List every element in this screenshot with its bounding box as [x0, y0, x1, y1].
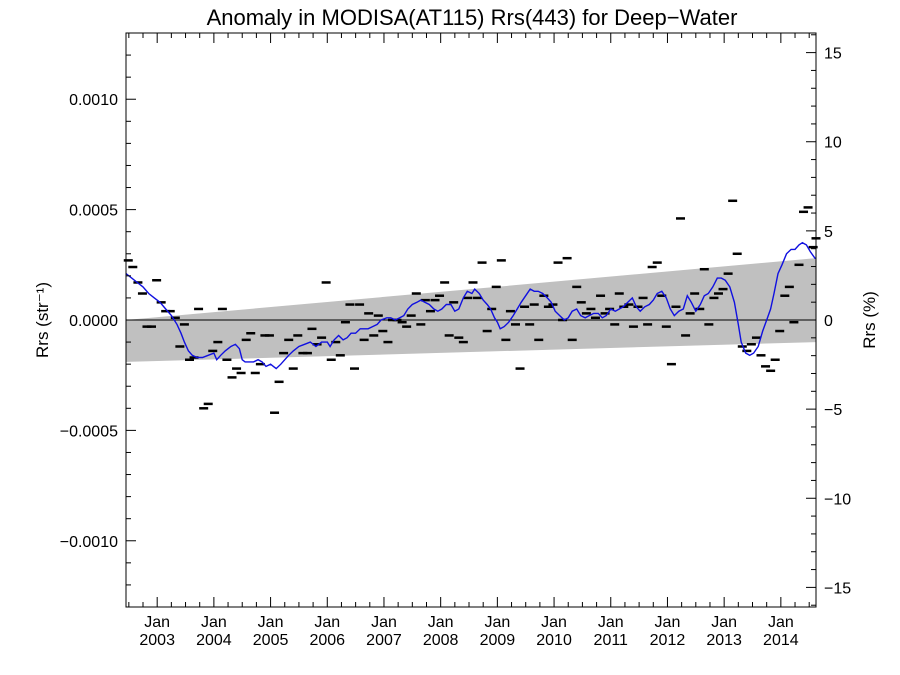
x-tick-label-month: Jan [484, 614, 510, 631]
y-tick-label: −0.0010 [60, 534, 118, 551]
x-tick-label-year: 2012 [650, 632, 686, 649]
x-tick-label-year: 2007 [366, 632, 402, 649]
y-right-tick-label: 0 [824, 313, 833, 330]
x-tick-label-year: 2003 [139, 632, 175, 649]
y-right-tick-label: −10 [824, 491, 851, 508]
x-tick-label-month: Jan [201, 614, 227, 631]
x-tick-label-month: Jan [144, 614, 170, 631]
x-tick-label-month: Jan [768, 614, 794, 631]
y-right-tick-label: −5 [824, 402, 842, 419]
x-tick-label-month: Jan [598, 614, 624, 631]
y-axis-label-right: Rrs (%) [860, 291, 879, 349]
y-right-tick-label: 5 [824, 224, 833, 241]
x-tick-label-year: 2009 [480, 632, 516, 649]
x-tick-label-year: 2014 [763, 632, 799, 649]
running-mean-line [125, 241, 816, 370]
monthly-anomaly-markers [123, 199, 821, 414]
x-tick-label-month: Jan [428, 614, 454, 631]
axes-layer: 0.0010 0.0005 0.0000 −0.0005 −0.0010 15 10 5 0 −5… [60, 32, 851, 649]
x-tick-label-year: 2004 [196, 632, 232, 649]
x-tick-label-month: Jan [314, 614, 340, 631]
y-right-tick-label: −15 [824, 580, 851, 597]
x-tick-label-year: 2005 [253, 632, 289, 649]
x-tick-label-year: 2006 [309, 632, 345, 649]
y-tick-label: 0.0005 [69, 203, 118, 220]
confidence-band-layer [126, 258, 816, 362]
x-tick-label-year: 2011 [594, 632, 629, 649]
y-axis-label-left: Rrs (str⁻¹) [33, 282, 52, 358]
x-tick-label-month: Jan [711, 614, 737, 631]
x-tick-label-month: Jan [258, 614, 284, 631]
x-tick-label-month: Jan [371, 614, 397, 631]
y-right-tick-label: 15 [824, 46, 842, 63]
x-tick-label-month: Jan [541, 614, 567, 631]
y-tick-label: 0.0010 [69, 92, 118, 109]
confidence-band [126, 258, 816, 362]
x-tick-label-month: Jan [655, 614, 681, 631]
y-tick-label: 0.0000 [69, 313, 118, 330]
running-mean-layer [125, 241, 816, 370]
x-tick-label-year: 2008 [423, 632, 459, 649]
x-tick-label-year: 2010 [536, 632, 572, 649]
chart-title: Anomaly in MODISA(AT115) Rrs(443) for De… [207, 5, 738, 30]
y-right-tick-label: 10 [824, 135, 842, 152]
x-tick-label-year: 2013 [706, 632, 742, 649]
y-tick-label: −0.0005 [60, 423, 118, 440]
